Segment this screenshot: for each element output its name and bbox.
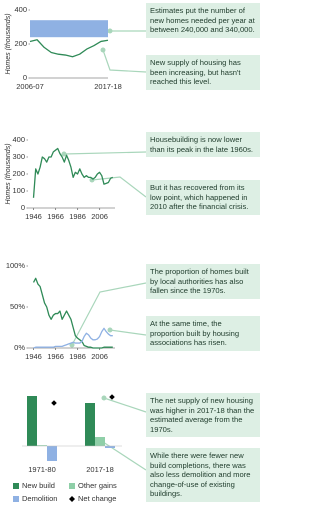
bar xyxy=(27,396,37,446)
connector xyxy=(71,282,147,346)
connector-dot xyxy=(61,151,67,157)
x-tick-label: 1986 xyxy=(69,352,86,361)
legend-label: Other gains xyxy=(78,481,117,490)
connectors xyxy=(63,30,147,471)
y-tick-label: 0 xyxy=(23,73,27,82)
y-axis-title: Homes (thousands) xyxy=(5,143,12,204)
x-tick-label: 2017-18 xyxy=(94,82,122,91)
x-tick-label: 1946 xyxy=(25,352,42,361)
connector xyxy=(63,151,147,155)
y-tick-label: 300 xyxy=(12,152,25,161)
bar xyxy=(47,446,57,461)
legend-label: New build xyxy=(22,481,55,490)
connector-dot xyxy=(100,47,106,53)
connector-dot xyxy=(101,395,107,401)
bar xyxy=(105,446,115,448)
range-band xyxy=(30,20,108,38)
annotation: The net supply of new housing was higher… xyxy=(146,393,260,438)
annotation: The proportion of homes built by local a… xyxy=(146,264,260,299)
legend-swatch xyxy=(69,496,75,502)
annotation: But it has recovered from its low point,… xyxy=(146,180,260,215)
y-tick-label: 0% xyxy=(14,343,25,352)
charts: Homes (thousands) 0 200 400 2006-07 2017-18 Ho… xyxy=(5,5,147,503)
y-tick-label: 50% xyxy=(10,302,25,311)
annotation: New supply of housing has been increasin… xyxy=(146,55,260,90)
x-tick-label: 2006 xyxy=(91,352,108,361)
legend-label: Net change xyxy=(78,494,116,503)
y-axis-title: Homes (thousands) xyxy=(5,13,12,74)
x-tick-label: 1966 xyxy=(47,352,64,361)
legend-swatch xyxy=(13,496,19,502)
page: Homes (thousands) 0 200 400 2006-07 2017-18 Ho… xyxy=(5,3,260,503)
annotation: At the same time, the proportion built b… xyxy=(146,316,260,351)
connector xyxy=(103,397,147,413)
y-tick-label: 0 xyxy=(21,203,25,212)
x-tick-label: 1946 xyxy=(25,212,42,221)
bar xyxy=(85,403,95,446)
y-tick-label: 100% xyxy=(6,261,26,270)
y-tick-label: 200 xyxy=(14,39,27,48)
connector xyxy=(99,439,147,471)
line-series xyxy=(29,39,109,58)
x-tick-label: 1986 xyxy=(69,212,86,221)
legend-label: Demolition xyxy=(22,494,57,503)
annotation: While there were fewer new build complet… xyxy=(146,448,260,502)
connector xyxy=(91,176,147,198)
x-tick-label: 2006 xyxy=(91,212,108,221)
connector-dot xyxy=(107,327,113,333)
bar xyxy=(37,445,47,446)
bar xyxy=(95,437,105,446)
connector-dot xyxy=(107,28,113,34)
x-tick-label: 1966 xyxy=(47,212,64,221)
y-tick-label: 400 xyxy=(12,135,25,144)
net-change-marker xyxy=(51,400,57,406)
annotation: Housebuilding is now lower than its peak… xyxy=(146,132,260,158)
annotation: Estimates put the number of new homes ne… xyxy=(146,3,260,38)
y-tick-label: 100 xyxy=(12,186,25,195)
legend-swatch xyxy=(13,483,19,489)
connector xyxy=(102,49,147,73)
line-series xyxy=(32,147,114,198)
y-tick-label: 400 xyxy=(14,5,27,14)
line-series xyxy=(33,327,113,349)
x-tick-label: 2017-18 xyxy=(86,465,114,474)
connector xyxy=(109,329,147,336)
x-tick-label: 2006-07 xyxy=(16,82,44,91)
line-series xyxy=(32,277,113,349)
legend-swatch xyxy=(69,483,75,489)
net-change-marker xyxy=(109,394,115,400)
y-tick-label: 200 xyxy=(12,169,25,178)
x-tick-label: 1971-80 xyxy=(28,465,56,474)
